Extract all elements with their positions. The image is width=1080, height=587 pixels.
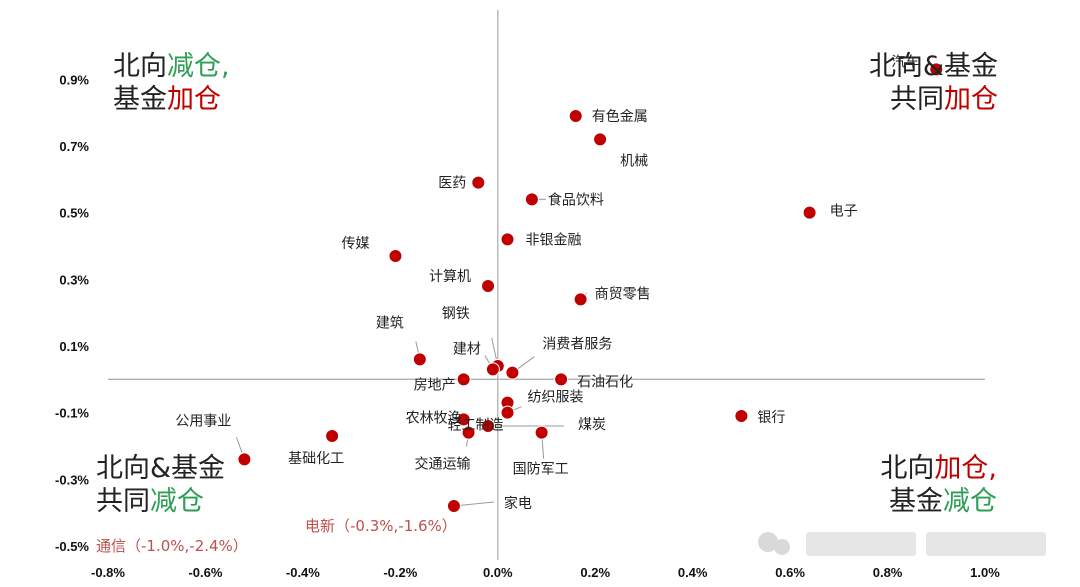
axes: -0.8% -0.6% -0.4% -0.2% 0.0% 0.2% 0.4% 0.6% 0.8%… bbox=[55, 10, 1000, 580]
data-point bbox=[802, 205, 817, 220]
quadrant-label-bottom-left: 共同减仓 bbox=[96, 486, 204, 517]
quadrant-label-bottom-right: 北向加仓, bbox=[880, 453, 997, 484]
quadrant-label-segment: 加仓 bbox=[167, 84, 221, 115]
point-label: 食品饮料 bbox=[548, 191, 604, 208]
y-tick-label: 0.5% bbox=[59, 206, 89, 221]
quadrant-label-bottom-left: 北向&基金 bbox=[96, 453, 225, 484]
quadrant-label-top-right: 北向&基金 bbox=[869, 51, 998, 82]
x-tick-label: -0.8% bbox=[91, 565, 125, 580]
y-tick-label: -0.3% bbox=[55, 472, 89, 487]
point-label: 汽车 bbox=[891, 53, 919, 70]
data-point bbox=[573, 292, 588, 307]
data-point bbox=[388, 249, 403, 263]
data-point bbox=[237, 452, 252, 467]
y-tick-label: -0.5% bbox=[55, 539, 89, 554]
data-point bbox=[568, 109, 583, 123]
quadrant-label-top-left: 北向减仓, bbox=[113, 51, 230, 82]
data-point bbox=[446, 499, 461, 513]
point-label: 建材 bbox=[453, 341, 481, 357]
point-label: 非银金融 bbox=[526, 232, 582, 248]
quadrant-label-segment: 北向&基金 bbox=[869, 51, 998, 82]
x-tick-label: -0.6% bbox=[188, 565, 222, 580]
point-label: 轻工制造 bbox=[448, 418, 504, 434]
point-label: 有色金属 bbox=[592, 108, 648, 125]
data-point bbox=[481, 419, 496, 433]
point-label: 房地产 bbox=[414, 377, 456, 393]
watermark-logo bbox=[754, 522, 1054, 566]
y-tick-label: -0.1% bbox=[55, 406, 89, 421]
quadrant-label-segment: 基金 bbox=[889, 486, 943, 517]
quadrant-label-segment: 共同 bbox=[890, 84, 944, 115]
offchart-note: 通信（-1.0%,-2.4%） bbox=[96, 537, 248, 555]
quadrant-label-segment: 北向&基金 bbox=[96, 453, 225, 484]
x-tick-label: 1.0% bbox=[970, 565, 1000, 580]
quadrant-label-segment: 加仓, bbox=[934, 453, 997, 484]
quadrant-label-segment: 减仓, bbox=[167, 51, 230, 82]
data-point bbox=[412, 352, 427, 367]
data-point bbox=[500, 232, 515, 247]
data-point bbox=[485, 362, 500, 377]
quadrant-label-bottom-right: 基金减仓 bbox=[889, 486, 997, 517]
point-label: 石油石化 bbox=[577, 374, 633, 390]
point-label: 煤炭 bbox=[578, 417, 606, 433]
x-tick-label: 0.2% bbox=[580, 565, 610, 580]
quadrant-label-top-right: 共同加仓 bbox=[890, 84, 998, 115]
point-label: 交通运输 bbox=[415, 456, 471, 473]
point-label: 农林牧渔 bbox=[406, 410, 462, 426]
data-point bbox=[456, 372, 471, 387]
point-label: 商贸零售 bbox=[595, 286, 651, 302]
data-point bbox=[505, 365, 520, 380]
point-label: 公用事业 bbox=[175, 413, 231, 429]
data-points bbox=[237, 62, 944, 513]
quadrant-label-segment: 基金 bbox=[113, 84, 167, 115]
quadrant-label-segment: 减仓 bbox=[943, 486, 997, 517]
data-point bbox=[534, 425, 549, 440]
x-tick-label: -0.2% bbox=[383, 565, 417, 580]
point-label: 基础化工 bbox=[288, 450, 344, 467]
offchart-note: 电新（-0.3%,-1.6%） bbox=[305, 517, 457, 535]
point-label: 计算机 bbox=[429, 269, 471, 285]
data-point bbox=[929, 62, 944, 77]
x-tick-label: 0.8% bbox=[873, 565, 903, 580]
point-label: 国防军工 bbox=[513, 462, 569, 478]
offchart-notes: 电新（-0.3%,-1.6%） 通信（-1.0%,-2.4%） bbox=[96, 517, 457, 555]
x-tick-label: 0.4% bbox=[678, 565, 708, 580]
y-tick-label: 0.3% bbox=[59, 272, 89, 287]
quadrant-label-top-left: 基金加仓 bbox=[113, 84, 221, 115]
data-point bbox=[554, 372, 569, 387]
data-point bbox=[481, 279, 496, 293]
data-point bbox=[500, 405, 515, 420]
data-point bbox=[524, 192, 539, 207]
point-label: 建筑 bbox=[376, 315, 404, 331]
point-label: 消费者服务 bbox=[542, 337, 612, 353]
point-label: 银行 bbox=[757, 410, 785, 426]
y-tick-label: 0.1% bbox=[59, 339, 89, 354]
point-label: 家电 bbox=[504, 495, 532, 512]
y-tick-label: 0.9% bbox=[59, 72, 89, 87]
data-point bbox=[734, 409, 749, 423]
quadrant-label-segment: 共同 bbox=[96, 486, 150, 517]
data-point bbox=[325, 429, 340, 443]
point-label: 电子 bbox=[830, 204, 858, 220]
point-label: 传媒 bbox=[341, 236, 369, 252]
point-label: 机械 bbox=[620, 153, 648, 169]
point-label: 钢铁 bbox=[442, 306, 470, 322]
y-tick-label: 0.7% bbox=[59, 139, 89, 154]
data-point bbox=[456, 412, 471, 427]
quadrant-label-segment: 减仓 bbox=[150, 486, 204, 517]
point-label: 医药 bbox=[438, 176, 466, 192]
x-tick-label: -0.4% bbox=[286, 565, 320, 580]
x-tick-label: 0.0% bbox=[483, 565, 513, 580]
data-point bbox=[461, 425, 476, 440]
point-label: 纺织服装 bbox=[528, 390, 584, 406]
quadrant-label-segment: 北向 bbox=[880, 453, 934, 484]
quadrant-label-segment: 北向 bbox=[113, 51, 167, 82]
data-point bbox=[593, 132, 608, 147]
quadrant-label-segment: 加仓 bbox=[944, 84, 998, 115]
x-tick-label: 0.6% bbox=[775, 565, 805, 580]
data-point bbox=[471, 175, 486, 190]
